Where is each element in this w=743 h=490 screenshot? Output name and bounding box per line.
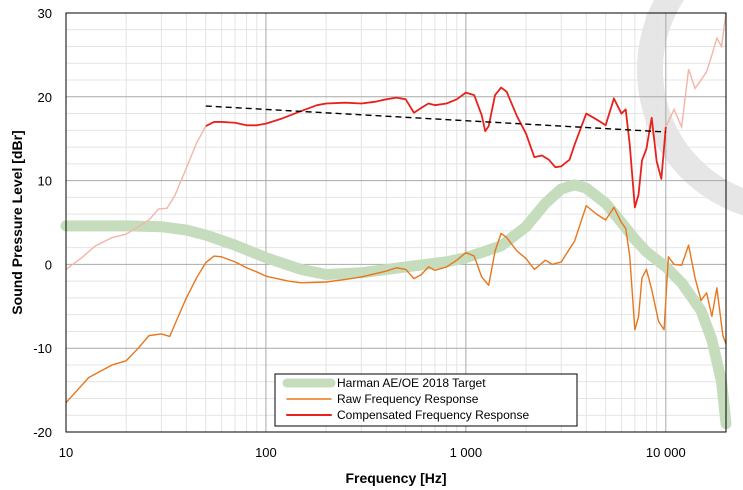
- legend: Harman AE/OE 2018 Target Raw Frequency Re…: [274, 373, 578, 427]
- y-axis-title: Sound Pressure Level [dBr]: [9, 130, 25, 314]
- y-tick-label: 20: [38, 90, 52, 105]
- series-line-compensated: [205, 86, 667, 209]
- y-tick-labels: -20 -10 0 10 20 30: [33, 6, 52, 440]
- legend-label: Harman AE/OE 2018 Target: [337, 376, 486, 390]
- minor-gridlines: [66, 13, 727, 432]
- trend-line-dashed: [205, 105, 666, 133]
- x-axis-title: Frequency [Hz]: [345, 470, 446, 486]
- decor-arc-icon: [637, 0, 743, 216]
- x-tick-label: 1 000: [450, 445, 483, 460]
- x-tick-label: 10: [59, 445, 73, 460]
- legend-label: Raw Frequency Response: [337, 392, 479, 406]
- y-tick-label: 0: [45, 257, 52, 272]
- y-tick-label: -20: [33, 425, 52, 440]
- y-tick-label: 10: [38, 174, 52, 189]
- series-line-target: [60, 179, 732, 430]
- y-tick-label: -10: [33, 341, 52, 356]
- background-arc-decoration: [637, 0, 743, 216]
- x-tick-label: 100: [255, 445, 277, 460]
- plot-frame: [65, 12, 727, 433]
- x-tick-label: 10 000: [646, 445, 686, 460]
- series-line-compensated-faded-high: [665, 12, 727, 130]
- y-tick-label: 30: [38, 6, 52, 21]
- series-line-raw: [65, 205, 727, 404]
- legend-label: Compensated Frequency Response: [337, 408, 529, 422]
- series-line-compensated-faded-low: [65, 125, 207, 270]
- x-tick-labels: 10 100 1 000 10 000: [59, 445, 686, 460]
- series-layer: [60, 12, 732, 430]
